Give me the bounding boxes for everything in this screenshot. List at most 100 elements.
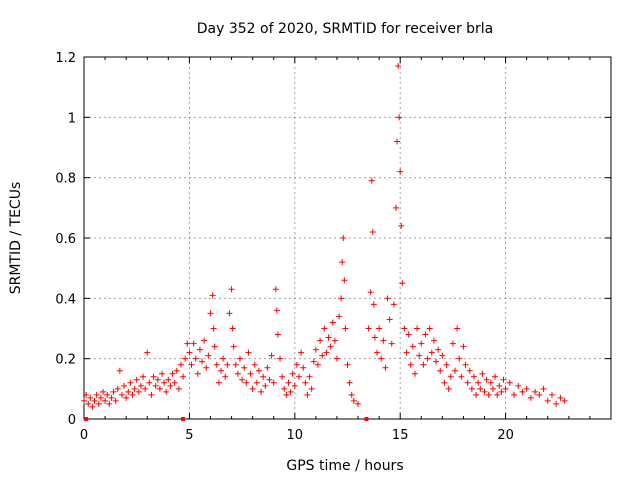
data-point	[99, 388, 106, 395]
data-point	[230, 343, 237, 350]
data-point	[420, 361, 427, 368]
baseline-marker	[84, 417, 89, 421]
data-point	[384, 295, 391, 302]
data-point	[137, 382, 144, 389]
data-point	[199, 358, 206, 365]
data-point	[158, 370, 165, 377]
data-point	[201, 337, 208, 344]
data-point	[536, 391, 543, 398]
y-tick-label: 1	[68, 111, 76, 126]
data-point	[374, 349, 381, 356]
data-point	[302, 379, 309, 386]
data-point	[146, 379, 153, 386]
data-point	[277, 355, 284, 362]
data-point	[285, 379, 292, 386]
data-point	[506, 379, 513, 386]
data-point	[426, 325, 433, 332]
data-point	[264, 364, 271, 371]
data-point	[371, 334, 378, 341]
data-point	[91, 397, 98, 404]
data-point	[123, 394, 130, 401]
data-point	[308, 385, 315, 392]
data-point	[287, 388, 294, 395]
data-point	[142, 385, 149, 392]
data-point	[401, 325, 408, 332]
data-point	[312, 346, 319, 353]
data-point	[161, 379, 168, 386]
data-point	[268, 352, 275, 359]
data-point	[485, 391, 492, 398]
data-point	[133, 376, 140, 383]
data-point	[380, 337, 387, 344]
data-point	[496, 382, 503, 389]
data-point	[171, 379, 178, 386]
data-point	[492, 373, 499, 380]
data-point	[239, 376, 246, 383]
data-point	[255, 367, 262, 374]
data-point	[83, 391, 90, 398]
data-point	[454, 325, 461, 332]
x-tick-label: 15	[392, 428, 409, 443]
data-point	[220, 355, 227, 362]
data-point	[458, 373, 465, 380]
data-point	[367, 289, 374, 296]
data-point	[293, 361, 300, 368]
data-point	[152, 382, 159, 389]
data-point	[209, 292, 216, 299]
data-point	[296, 373, 303, 380]
data-point	[156, 385, 163, 392]
data-point	[395, 63, 402, 70]
data-point	[348, 391, 355, 398]
data-point	[203, 364, 210, 371]
data-point	[140, 373, 147, 380]
data-point	[245, 349, 252, 356]
data-point	[154, 376, 161, 383]
data-point	[449, 340, 456, 347]
data-point	[87, 394, 94, 401]
data-point	[368, 177, 375, 184]
data-point	[205, 352, 212, 359]
data-point	[548, 391, 555, 398]
data-point	[445, 385, 452, 392]
data-point	[258, 388, 265, 395]
data-point	[279, 373, 286, 380]
data-point	[388, 340, 395, 347]
data-point	[310, 358, 317, 365]
data-point	[515, 382, 522, 389]
data-point	[207, 310, 214, 317]
data-point	[428, 349, 435, 356]
baseline-marker	[181, 417, 186, 421]
data-point	[306, 373, 313, 380]
data-point	[104, 391, 111, 398]
data-point	[300, 364, 307, 371]
data-point	[511, 391, 518, 398]
data-point	[144, 349, 151, 356]
data-point	[527, 394, 534, 401]
x-tick-label: 5	[185, 428, 193, 443]
data-point	[81, 397, 87, 404]
data-point	[270, 379, 277, 386]
data-point	[479, 370, 486, 377]
data-point	[173, 367, 180, 374]
y-tick-label: 1.2	[55, 51, 76, 66]
data-point	[399, 280, 406, 287]
data-point	[475, 379, 482, 386]
data-point	[85, 400, 92, 407]
data-point	[148, 391, 155, 398]
data-point	[544, 397, 551, 404]
data-point	[487, 379, 494, 386]
data-point	[236, 355, 243, 362]
data-point	[118, 391, 125, 398]
data-point	[262, 382, 269, 389]
data-point	[342, 325, 349, 332]
data-point	[370, 301, 377, 308]
data-point	[97, 394, 104, 401]
data-point	[150, 373, 157, 380]
data-point	[338, 295, 345, 302]
data-point	[272, 286, 279, 293]
data-point	[95, 400, 102, 407]
y-tick-label: 0	[68, 413, 76, 428]
data-point	[403, 349, 410, 356]
data-point	[243, 379, 250, 386]
